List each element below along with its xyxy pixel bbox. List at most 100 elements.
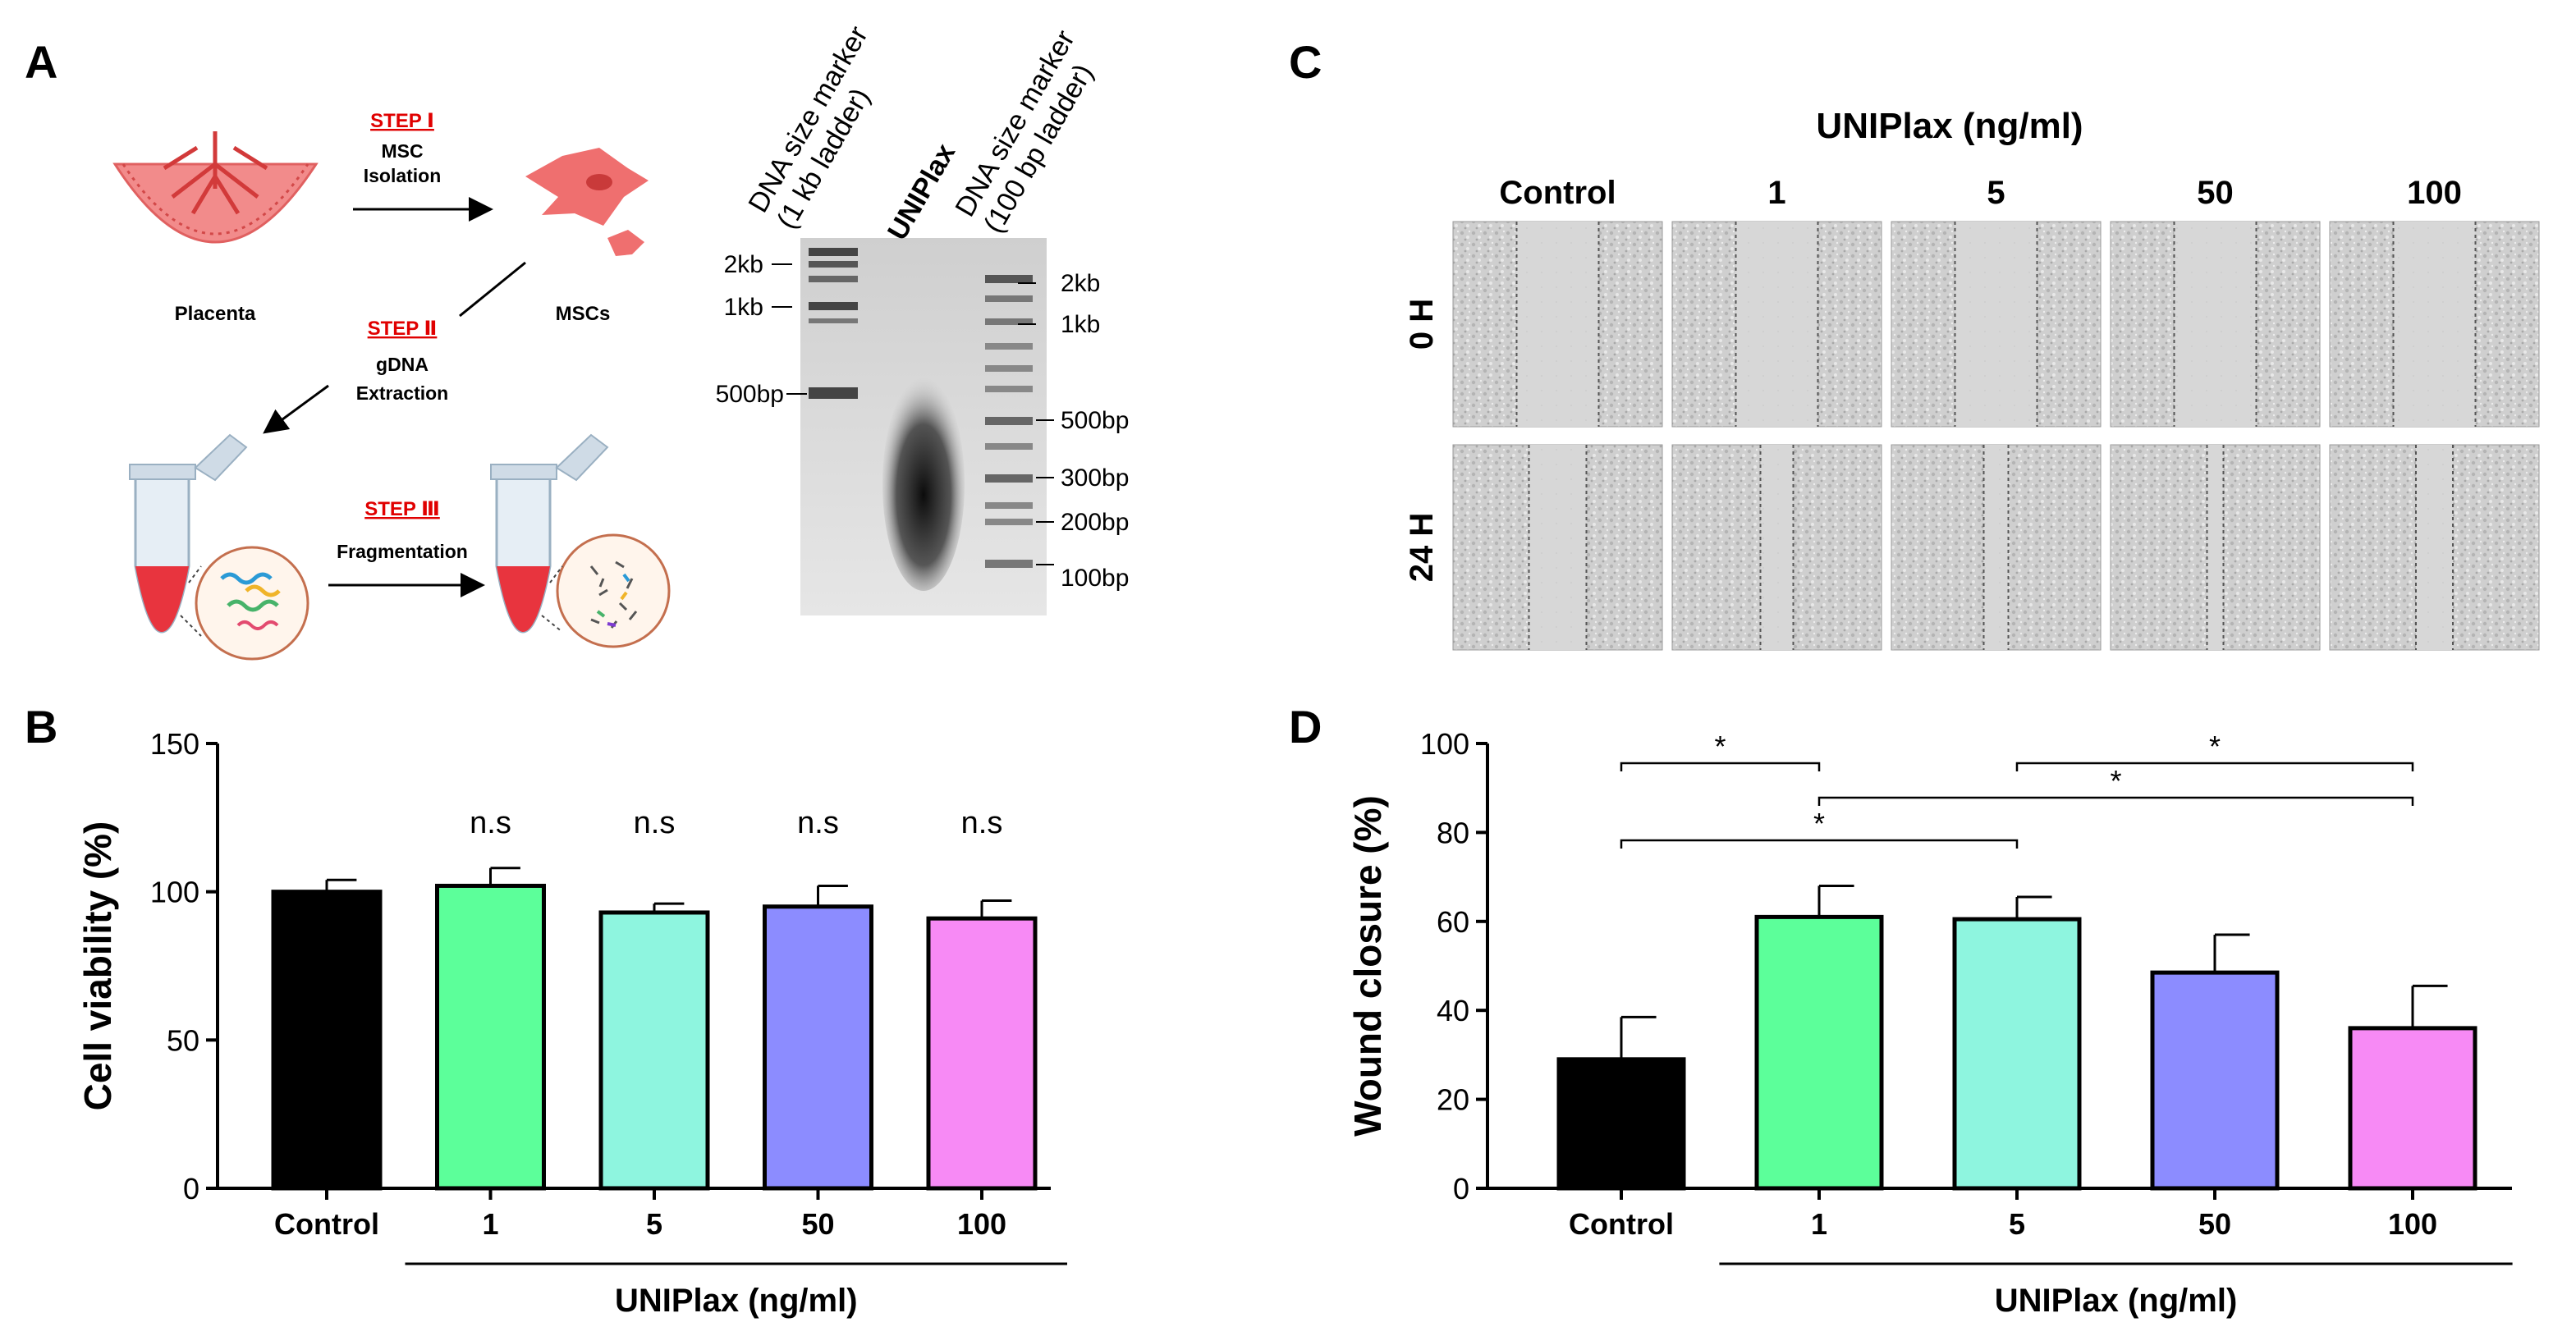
gel-lane2-title: UNIPlax	[882, 139, 961, 245]
wound-gap	[1983, 445, 2009, 650]
row-label-0h: 0 H	[1404, 299, 1440, 350]
chart-b-significance-label: n.s	[961, 806, 1003, 840]
chart-b-bar-100	[926, 916, 1038, 1191]
gel-right-marker-2kb: 2kb	[1061, 270, 1100, 297]
chart-b-y-tick-label: 0	[183, 1172, 199, 1206]
row-label-24h: 24 H	[1404, 513, 1440, 583]
step2-desc-line2: Extraction	[356, 382, 448, 404]
gel-lane2-smear	[882, 377, 965, 591]
panel-label-a: A	[25, 36, 57, 88]
tube-left-illustration	[129, 433, 309, 661]
chart-d-y-tick-label: 20	[1437, 1083, 1469, 1117]
chart-d-x-tick-label: 5	[2009, 1207, 2025, 1241]
chart-d-comparison-label: *	[1714, 730, 1726, 763]
panel-a-schematic: Placenta STEP Ⅰ MSC Isolation MSCs STEP …	[112, 110, 671, 661]
chart-b-y-label: Cell viability (%)	[76, 821, 119, 1111]
wound-gap	[1760, 445, 1794, 650]
micrograph-0h-50	[2110, 221, 2321, 428]
chart-b-bar-50	[763, 904, 873, 1191]
chart-d-bar-1	[1754, 914, 1884, 1191]
step3-label: STEP Ⅲ	[364, 498, 440, 520]
chart-d-comparison-bracket	[1620, 839, 2019, 849]
column-label-5: 5	[1987, 175, 2005, 211]
chart-d-comparison-bracket	[1620, 762, 1821, 771]
micrograph-24h-control	[1452, 444, 1663, 651]
chart-d-comparison-label: *	[1813, 807, 1825, 840]
chart-b-bar-5	[598, 910, 710, 1191]
gel-left-marker-1kb: 1kb	[724, 294, 763, 321]
step1-label: STEP Ⅰ	[370, 110, 434, 132]
panel-d-chart: 0 20 40 60 80 100 Wound closure (%) Control 1 5 50…	[1346, 727, 2513, 1319]
chart-d-x-tick-label: Control	[1569, 1207, 1674, 1241]
panel-label-c: C	[1289, 36, 1322, 88]
chart-b-y-tick-label: 150	[150, 727, 199, 761]
column-label-1: 1	[1767, 175, 1785, 211]
micrograph-24h-5	[1891, 444, 2102, 651]
chart-d-x-tick-label: 100	[2388, 1207, 2437, 1241]
micrograph-0h-100	[2329, 221, 2540, 428]
chart-b-x-tick-label: Control	[274, 1207, 379, 1241]
chart-d-comparison-bracket	[2015, 762, 2414, 771]
wound-gap	[2393, 222, 2476, 427]
chart-d-comparison-bracket	[1817, 796, 2414, 806]
chart-d-y-tick-label: 80	[1437, 816, 1469, 849]
panel-a-gel: DNA size marker (1 kb ladder) UNIPlax DN…	[716, 21, 1129, 615]
panel-label-d: D	[1289, 701, 1322, 753]
gel-lane3-ladder	[985, 275, 1033, 568]
gel-lane1-ladder	[809, 248, 858, 399]
chart-d-y-tick-label: 0	[1453, 1172, 1469, 1206]
chart-b-x-tick-label: 5	[646, 1207, 662, 1241]
gel-right-marker-1kb: 1kb	[1061, 311, 1100, 338]
column-label-100: 100	[2407, 175, 2462, 211]
connector-line	[459, 261, 526, 318]
gel-left-marker-2kb: 2kb	[724, 251, 763, 278]
chart-d-x-label: UNIPlax (ng/ml)	[1995, 1283, 2238, 1319]
wound-gap	[2207, 445, 2224, 650]
gel-right-marker-500bp: 500bp	[1061, 407, 1129, 434]
step2-label: STEP Ⅱ	[368, 318, 438, 340]
chart-b-y-tick-label: 50	[167, 1023, 199, 1057]
gel-right-marker-100bp: 100bp	[1061, 565, 1129, 592]
chart-b-significance-label: n.s	[797, 806, 839, 840]
step1-desc-line2: Isolation	[364, 165, 442, 186]
chart-b-x-tick-label: 100	[957, 1207, 1006, 1241]
wound-gap	[1529, 445, 1587, 650]
gel-right-marker-300bp: 300bp	[1061, 464, 1129, 492]
chart-d-bar-50	[2150, 970, 2280, 1191]
chart-d-bar-100	[2348, 1026, 2477, 1191]
panel-label-b: B	[25, 701, 57, 753]
wound-gap	[1735, 222, 1818, 427]
mscs-label: MSCs	[556, 303, 611, 325]
chart-b-significance-label: n.s	[470, 806, 511, 840]
gel-left-marker-500bp: 500bp	[716, 381, 784, 408]
wound-gap	[2174, 222, 2257, 427]
step2-arrow	[263, 384, 329, 434]
micrograph-0h-1	[1671, 221, 1882, 428]
gel-right-marker-200bp: 200bp	[1061, 509, 1129, 536]
chart-d-x-tick-label: 1	[1811, 1207, 1827, 1241]
micrograph-24h-100	[2329, 444, 2540, 651]
chart-b-x-label: UNIPlax (ng/ml)	[615, 1283, 858, 1319]
micrograph-0h-5	[1891, 221, 2102, 428]
chart-d-comparison-label: *	[2209, 730, 2221, 763]
step1-desc-line1: MSC	[381, 140, 423, 162]
chart-b-x-tick-label: 50	[801, 1207, 834, 1241]
panel-c-micrographs: UNIPlax (ng/ml) Control 1 5 50 100 0 H 24 H	[1404, 106, 2540, 651]
column-label-50: 50	[2197, 175, 2234, 211]
chart-b-significance-label: n.s	[634, 806, 676, 840]
column-label-control: Control	[1499, 175, 1616, 211]
chart-d-bar-5	[1952, 917, 2082, 1191]
wound-gap	[1516, 222, 1599, 427]
chart-b-bar-1	[435, 883, 546, 1191]
chart-d-y-tick-label: 100	[1420, 727, 1469, 761]
placenta-label: Placenta	[175, 303, 256, 325]
panel-b-chart: 0 50 100 150 Cell viability (%) Control 1 n.s 5 n…	[76, 727, 1067, 1319]
chart-b-x-tick-label: 1	[482, 1207, 498, 1241]
tube-right-illustration	[490, 433, 671, 648]
panel-c-header: UNIPlax (ng/ml)	[1816, 106, 2083, 146]
chart-d-y-label: Wound closure (%)	[1346, 795, 1389, 1137]
micrograph-24h-50	[2110, 444, 2321, 651]
micrograph-24h-1	[1671, 444, 1882, 651]
chart-d-x-tick-label: 50	[2198, 1207, 2231, 1241]
